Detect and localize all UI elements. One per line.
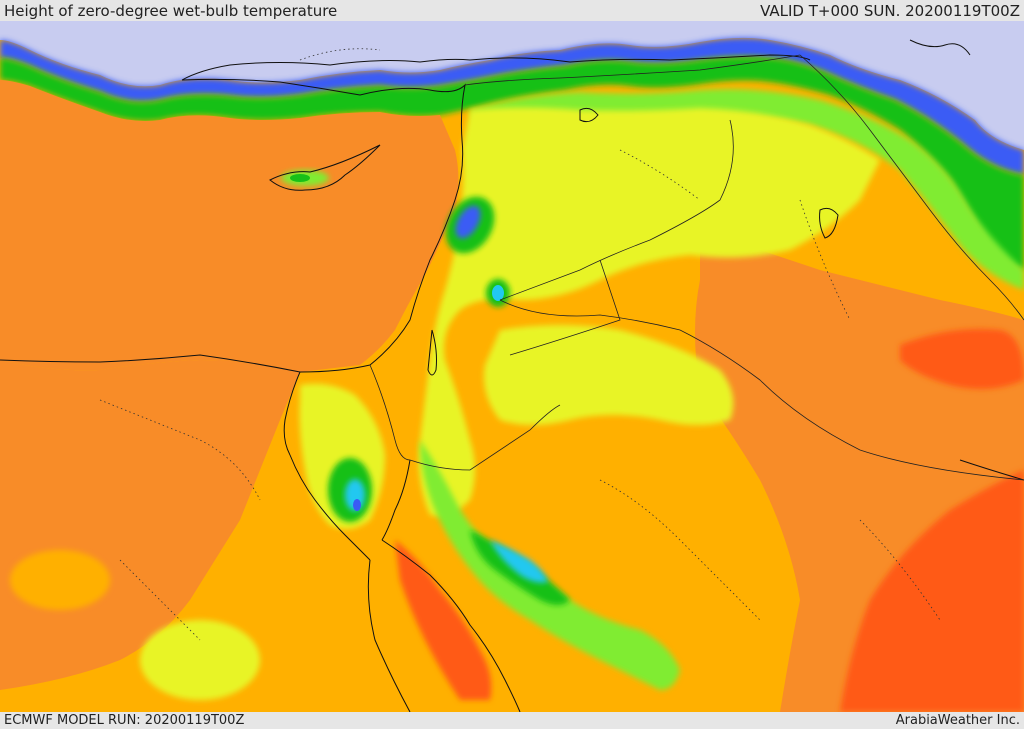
map-canvas [0, 21, 1024, 712]
lake-urmia [819, 207, 839, 239]
green-coastal-band [0, 56, 1024, 270]
cold-sea-zone [0, 21, 1024, 150]
coastlines [0, 39, 1024, 712]
footer-bar: ECMWF MODEL RUN: 20200119T00Z ArabiaWeat… [0, 712, 1024, 729]
iran-iraq-border [799, 54, 1024, 321]
mediterranean-orange [0, 80, 459, 372]
light-green-band [470, 89, 1024, 290]
egypt-israel-border [369, 364, 411, 461]
cyprus-outline [269, 144, 381, 191]
caspian-edge [909, 39, 971, 56]
levant-coastline [0, 78, 466, 373]
hejaz-green [420, 440, 680, 690]
persian-gulf-coast [959, 459, 1024, 481]
header-bar: Height of zero-degree wet-bulb temperatu… [0, 0, 1024, 21]
weather-map [0, 21, 1024, 712]
credit: ArabiaWeather Inc. [895, 713, 1020, 728]
jordan-yellow [484, 325, 734, 425]
east-red-orange [840, 470, 1024, 712]
gulf-red-orange [900, 329, 1024, 389]
levant-yellow [418, 107, 880, 516]
gulf-of-suez [283, 371, 301, 456]
jordan-border [509, 259, 621, 356]
egypt-orange-patch [10, 550, 110, 610]
turkey-syria-border [464, 54, 801, 86]
red-sea-east-coast [381, 539, 521, 712]
sinai-blue-spot [353, 499, 361, 511]
red-sea-red-orange [395, 540, 492, 700]
model-run: ECMWF MODEL RUN: 20200119T00Z [4, 713, 245, 728]
red-sea-west-coast [367, 559, 411, 712]
syria-iraq-border [499, 119, 734, 301]
hermon-cyan-spot [492, 285, 504, 301]
cyprus-dark-spot [290, 174, 310, 182]
valid-time: VALID T+000 SUN. 20200119T00Z [760, 2, 1020, 20]
blue-band [0, 37, 1024, 175]
gulf-of-aqaba [381, 459, 411, 541]
dead-sea [427, 329, 437, 376]
sinai-west-coast [289, 454, 371, 561]
lake-van [579, 107, 599, 123]
jordan-saudi-border [409, 404, 561, 471]
iraq-saudi-border [499, 299, 1024, 481]
hejaz-cyan [490, 540, 548, 583]
egypt-yellow-patch [140, 620, 260, 700]
turkey-coastline [181, 54, 811, 81]
lebanon-blue-spot [455, 205, 481, 239]
map-title: Height of zero-degree wet-bulb temperatu… [4, 2, 338, 20]
country-borders [369, 54, 1024, 481]
internal-borders [99, 48, 941, 641]
